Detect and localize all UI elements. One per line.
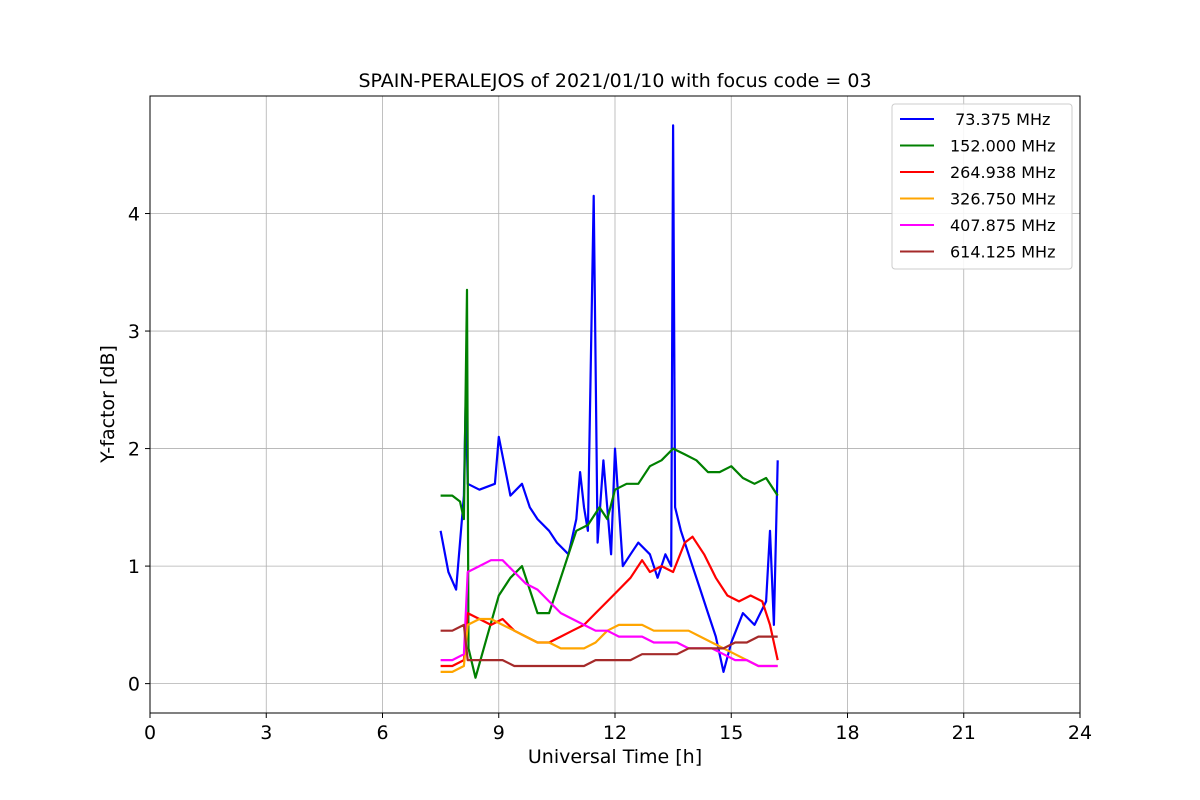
series-line-4 <box>440 559 778 668</box>
legend-box <box>891 103 1073 270</box>
x-tick-label: 15 <box>719 722 743 744</box>
x-tick-label: 9 <box>493 722 505 744</box>
legend-label: 614.125 MHz <box>950 243 1055 262</box>
chart-title: SPAIN-PERALEJOS of 2021/01/10 with focus… <box>358 70 871 92</box>
series-line-1 <box>440 288 779 679</box>
y-tick-label: 4 <box>128 204 140 226</box>
series-layer <box>439 124 779 679</box>
y-tick-label: 1 <box>128 556 140 578</box>
x-tick-label: 6 <box>376 722 388 744</box>
y-tick-label: 3 <box>128 321 140 343</box>
legend-label: 326.750 MHz <box>950 190 1055 209</box>
series-line-2 <box>440 535 779 668</box>
legend-label: 73.375 MHz <box>950 110 1050 129</box>
legend-label: 152.000 MHz <box>950 137 1055 156</box>
legend-label: 407.875 MHz <box>950 216 1055 235</box>
x-tick-label: 18 <box>835 722 859 744</box>
x-tick-label: 3 <box>260 722 272 744</box>
legend-label: 264.938 MHz <box>950 163 1055 182</box>
legend: 73.375 MHz 152.000 MHz 264.938 MHz 326.750 … <box>891 103 1073 270</box>
y-tick-label: 2 <box>128 439 140 461</box>
series-line-5 <box>440 623 778 668</box>
x-tick-label: 24 <box>1068 722 1092 744</box>
y-tick-label: 0 <box>128 674 140 696</box>
x-tick-label: 0 <box>144 722 156 744</box>
y-axis-label: Y-factor [dB] <box>97 345 119 464</box>
x-tick-label: 12 <box>603 722 627 744</box>
x-axis-label: Universal Time [h] <box>528 746 702 768</box>
x-tick-label: 21 <box>952 722 976 744</box>
